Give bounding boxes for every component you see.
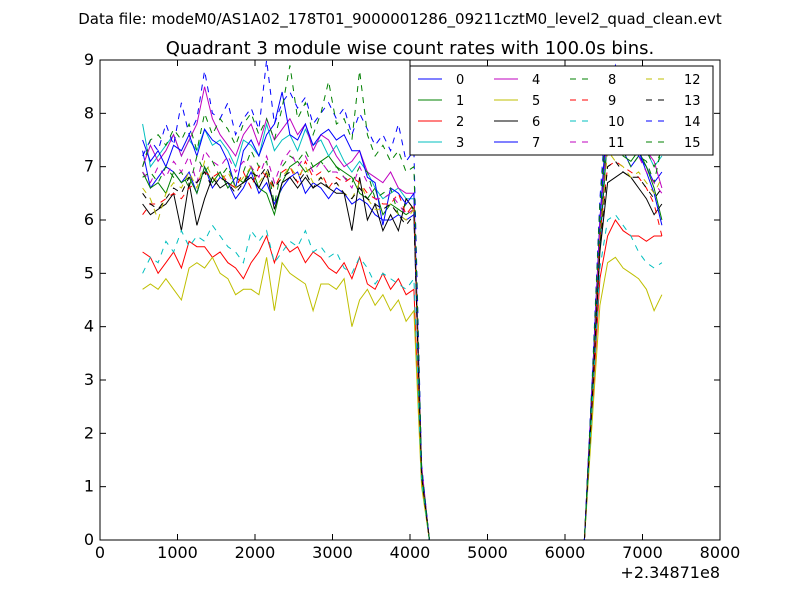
legend-label-8: 8 [608,73,616,88]
y-tick-label: 8 [84,103,94,122]
x-tick-label: 4000 [390,543,431,562]
series-line-2 [142,219,662,540]
legend-label-4: 4 [532,73,540,88]
legend-label-14: 14 [684,115,701,130]
series-layer [142,60,663,540]
series-line-1 [142,133,663,540]
x-tick-label: 5000 [467,543,508,562]
legend-label-2: 2 [456,115,464,130]
series-line-11 [142,112,663,540]
axis-ticks: 0 1000 2000 3000 4000 5000 6000 7000 80000123456… [84,50,741,562]
series-line-7 [142,91,663,540]
legend-label-9: 9 [608,94,616,109]
y-tick-label: 5 [84,263,94,282]
legend-label-15: 15 [684,136,701,151]
y-tick-label: 6 [84,210,94,229]
series-line-8 [142,118,663,540]
legend-label-3: 3 [456,136,464,151]
x-tick-label: 8000 [700,543,741,562]
x-offset-label: +2.34871e8 [620,563,720,582]
legend-label-10: 10 [608,115,625,130]
x-tick-label: 3000 [312,543,353,562]
y-tick-label: 7 [84,157,94,176]
x-tick-label: 1000 [157,543,198,562]
y-tick-label: 1 [84,477,94,496]
series-line-6 [142,170,663,540]
legend-label-7: 7 [532,136,540,151]
x-tick-label: 7000 [622,543,663,562]
series-line-9 [142,160,663,540]
legend-label-6: 6 [532,115,540,130]
series-line-13 [142,160,663,540]
y-tick-label: 3 [84,370,94,389]
x-tick-label: 2000 [235,543,276,562]
data-file-label: Data file: modeM0/AS1A02_178T01_90000012… [78,10,722,29]
y-tick-label: 2 [84,423,94,442]
series-line-5 [142,256,663,540]
series-line-0 [142,133,663,540]
chart-title: Quadrant 3 module wise count rates with … [166,38,655,59]
x-tick-label: 6000 [545,543,586,562]
series-line-10 [142,214,663,540]
legend-label-13: 13 [684,94,701,109]
x-tick-label: 0 [95,543,105,562]
y-tick-label: 4 [84,317,94,336]
y-tick-label: 0 [84,530,94,549]
legend-label-1: 1 [456,94,464,109]
legend-box [409,65,714,156]
series-line-3 [142,117,663,540]
legend-label-12: 12 [684,73,701,88]
legend-label-11: 11 [608,136,625,151]
y-tick-label: 9 [84,50,94,69]
series-line-14 [142,60,663,540]
legend-label-0: 0 [456,73,464,88]
legend-label-5: 5 [532,94,540,109]
